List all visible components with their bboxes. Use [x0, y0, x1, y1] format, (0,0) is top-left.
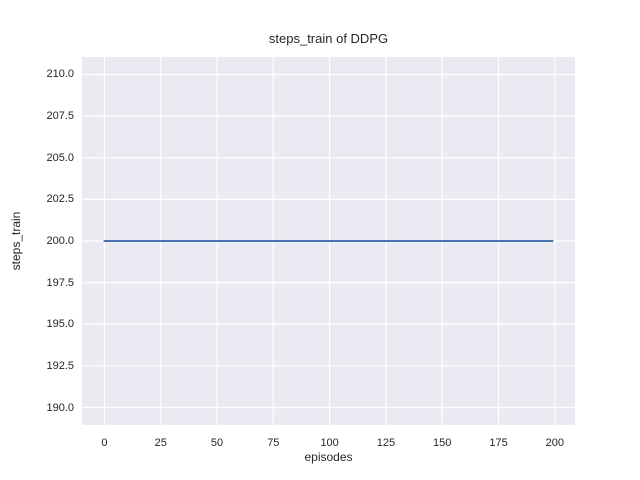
x-axis-label: episodes: [304, 450, 353, 464]
y-tick-label: 195.0: [46, 318, 74, 331]
line-chart-canvas: [82, 57, 575, 425]
y-tick-label: 205.0: [46, 151, 74, 164]
plot-area: [82, 57, 575, 425]
x-tick-label: 75: [267, 437, 280, 449]
x-tick-label: 0: [101, 437, 108, 449]
x-tick-label: 175: [489, 437, 508, 449]
x-tick-label: 150: [433, 437, 452, 449]
chart-title: steps_train of DDPG: [268, 31, 389, 46]
y-tick-label: 207.5: [46, 110, 74, 123]
y-tick-label: 210.0: [46, 68, 74, 81]
y-tick-label: 190.0: [46, 401, 74, 414]
x-tick-label: 125: [376, 437, 396, 449]
x-tick-label: 200: [545, 437, 564, 449]
x-tick-label: 25: [154, 437, 167, 449]
y-tick-label: 197.5: [46, 276, 74, 289]
y-tick-label: 202.5: [46, 193, 74, 206]
x-tick-label: 50: [210, 437, 224, 449]
y-tick-label: 200.0: [46, 235, 74, 247]
y-tick-label: 192.5: [46, 359, 74, 372]
x-tick-label: 100: [320, 437, 339, 449]
